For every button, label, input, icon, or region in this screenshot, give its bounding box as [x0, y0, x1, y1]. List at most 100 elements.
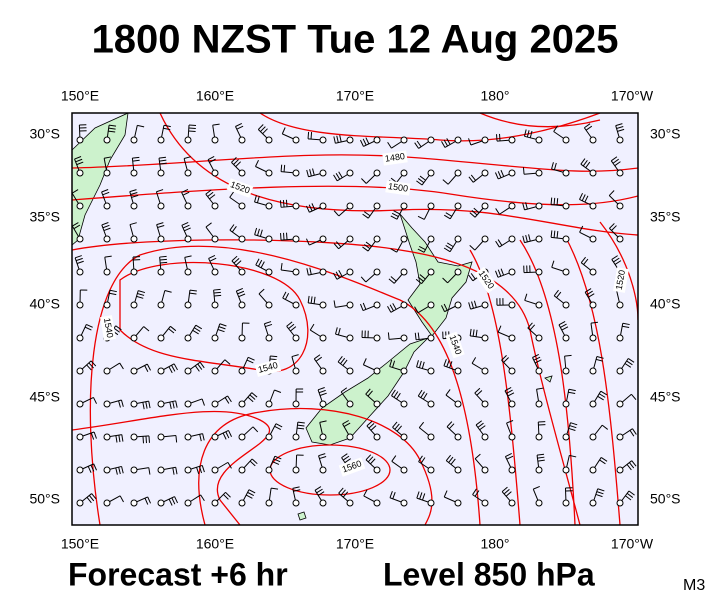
barb-feather: [169, 401, 172, 410]
barb-feather: [319, 420, 327, 423]
station: [211, 466, 219, 474]
barb-feather: [286, 321, 293, 327]
barb-feather: [164, 290, 172, 293]
barb-feather: [88, 362, 94, 369]
barb-feather: [132, 156, 140, 159]
barb-feather: [333, 174, 338, 182]
barb-feather: [416, 140, 422, 148]
barb-feather: [625, 495, 632, 501]
barb-feather: [335, 327, 338, 335]
station: [535, 301, 543, 309]
barb-feather: [495, 208, 500, 215]
barb-feather: [596, 356, 604, 359]
station: [373, 136, 381, 144]
station: [157, 400, 165, 408]
station: [427, 169, 435, 177]
barb-feather: [115, 435, 118, 443]
station: [481, 400, 489, 408]
station: [616, 367, 624, 375]
station: [103, 235, 111, 243]
barb-feather: [416, 491, 420, 499]
barb-feather: [202, 433, 205, 441]
station: [508, 268, 516, 276]
barb-feather: [470, 174, 476, 181]
barb-feather: [129, 189, 137, 193]
barb-feather: [208, 254, 216, 259]
contour-line: [519, 239, 576, 525]
barb-feather: [258, 288, 265, 295]
barb-feather: [421, 361, 425, 369]
station: [184, 367, 192, 375]
station: [535, 235, 543, 243]
barb-feather: [157, 225, 165, 228]
barb-feather: [629, 462, 635, 469]
barb-feather: [93, 463, 98, 471]
barb-feather: [370, 458, 376, 465]
station: [589, 235, 597, 243]
barb-feather: [338, 270, 343, 277]
barb-feather: [600, 457, 608, 462]
barb-feather: [281, 127, 286, 135]
barb-feather: [417, 332, 420, 340]
lat-label: 50°S: [29, 491, 60, 507]
barb-feather: [163, 127, 171, 131]
contour-line: [72, 410, 270, 525]
barb-feather: [75, 257, 83, 262]
barb-feather: [475, 420, 483, 426]
barb-feather: [247, 396, 254, 403]
barb-feather: [468, 176, 474, 183]
barb-feather: [120, 399, 124, 407]
barb-feather: [308, 204, 313, 212]
station: [400, 466, 408, 474]
station: [535, 499, 543, 507]
barb-feather: [170, 325, 177, 332]
barb-feather: [274, 425, 281, 431]
barb-feather: [392, 421, 398, 428]
barb-feather: [422, 393, 428, 400]
station: [76, 334, 84, 342]
station: [238, 400, 246, 408]
barb-feather: [363, 244, 371, 250]
barb-feather: [561, 326, 569, 331]
station: [454, 499, 462, 507]
barb-feather: [441, 141, 446, 148]
barb-feather: [145, 436, 147, 444]
barb-feather: [569, 425, 577, 429]
barb-feather: [414, 332, 417, 340]
barb-feather: [87, 466, 92, 473]
station: [616, 334, 624, 342]
barb-feather: [86, 364, 92, 371]
barb-feather: [90, 360, 97, 367]
barb-feather: [129, 222, 137, 226]
barb-feather: [501, 355, 507, 361]
station: [562, 466, 570, 474]
barb-feather: [443, 247, 451, 253]
station: [589, 433, 597, 441]
barb-feather: [109, 289, 117, 293]
barb-feather: [184, 227, 191, 232]
station: [427, 334, 435, 342]
barb-feather: [622, 325, 630, 329]
barb-feather: [214, 294, 222, 297]
barb-feather: [181, 188, 189, 193]
lon-label: 180°: [481, 536, 510, 552]
barb-feather: [469, 328, 472, 336]
station: [616, 400, 624, 408]
barb-feather: [196, 467, 200, 475]
barb-feather: [446, 138, 451, 145]
station: [238, 466, 246, 474]
barb-feather: [297, 424, 305, 427]
barb-feather: [612, 158, 619, 164]
barb-feather: [477, 422, 484, 428]
station: [589, 499, 597, 507]
station: [508, 301, 516, 309]
station: [211, 136, 219, 144]
barb-feather: [247, 491, 255, 497]
barb-feather: [446, 360, 450, 368]
barb-feather: [227, 395, 232, 403]
barb-feather: [393, 210, 401, 215]
barb-feather: [93, 397, 97, 404]
station: [373, 202, 381, 210]
station: [238, 268, 246, 276]
barb-feather: [143, 326, 150, 332]
